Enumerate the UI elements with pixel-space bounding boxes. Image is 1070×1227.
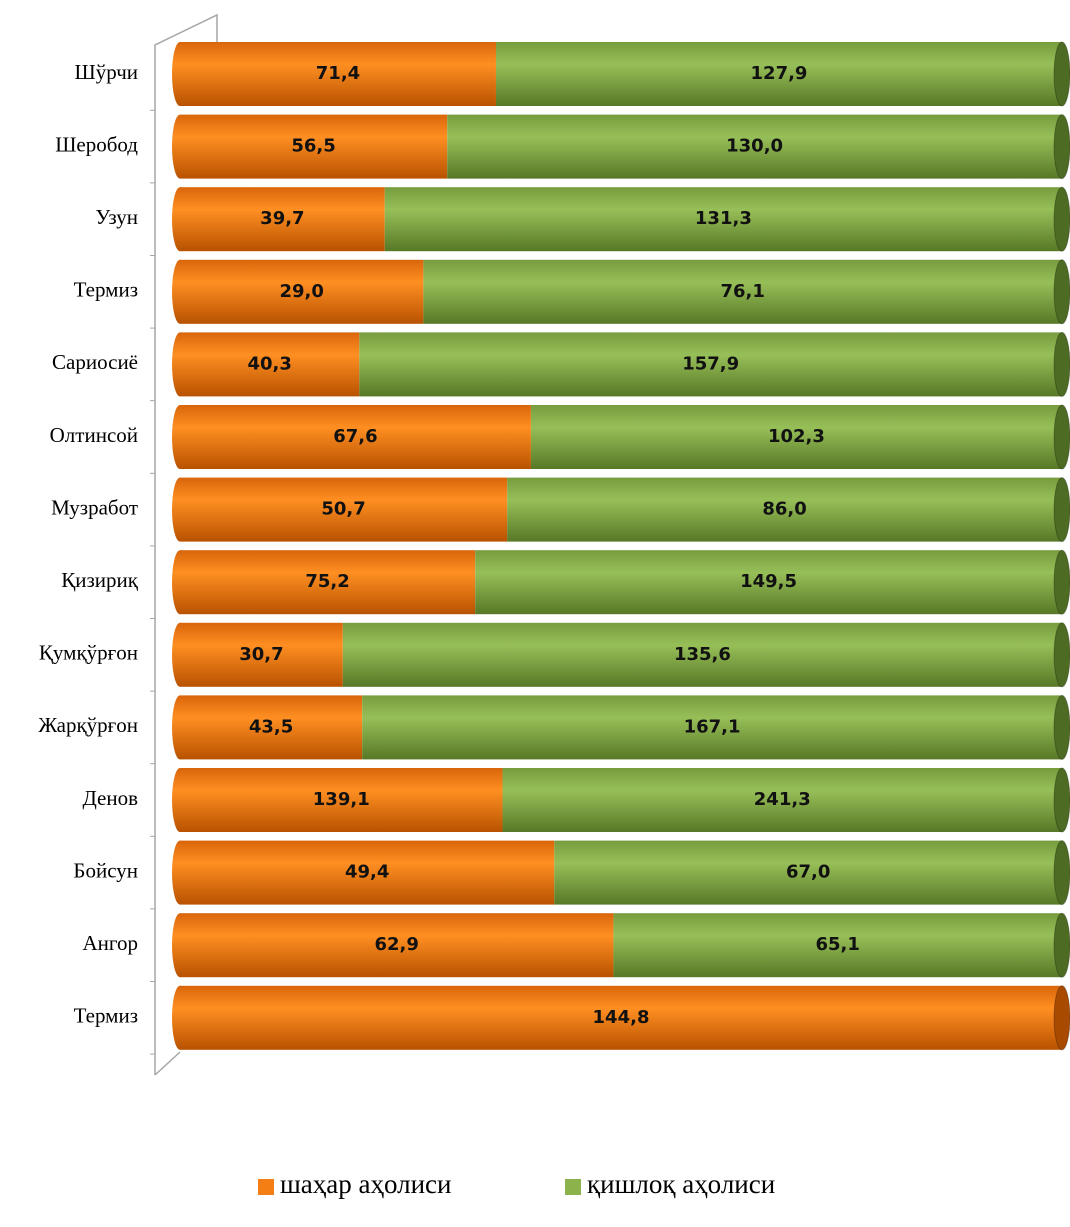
bar [180,187,385,252]
axis-frame [154,13,218,1076]
y-tick-label: Шўрчи [75,60,138,84]
y-tick-label: Термиз [74,278,138,302]
y-tick-label: Денов [82,786,138,810]
y-tick-label: Жарқўрғон [38,713,138,737]
bar [180,840,555,905]
bar [180,913,614,978]
y-tick-label: Узун [95,205,138,229]
bar-cap [1053,840,1070,906]
bar [530,405,1062,469]
bar [180,477,508,542]
data-label: 139,1 [313,789,370,810]
bar-cap [1053,114,1070,180]
y-tick-label: Бойсун [73,858,138,882]
bar [180,622,343,687]
bar [180,550,476,615]
data-label: 43,5 [249,716,293,737]
data-label: 62,9 [374,934,418,955]
y-tick-label: Қумқўрғон [39,641,138,665]
bar-cap [1053,41,1070,107]
bar [180,768,503,832]
bar [423,259,1062,324]
y-tick-label: Олтинсой [50,423,138,447]
data-label: 149,5 [740,571,797,592]
data-label: 40,3 [247,353,291,374]
data-label: 157,9 [682,353,739,374]
bar [384,187,1062,252]
bar-cap [1053,985,1070,1051]
data-label: 56,5 [291,136,335,157]
data-label: 131,3 [695,208,752,229]
bar [359,332,1062,397]
bar-cap [1053,477,1070,543]
axis-line [154,13,218,1075]
legend: шаҳар аҳолиси қишлоқ аҳолиси [258,1169,775,1199]
data-label: 50,7 [321,499,365,520]
bar-cap [1053,912,1070,978]
data-label: 67,6 [333,426,377,447]
data-label: 39,7 [260,208,304,229]
data-label: 241,3 [754,789,811,810]
y-tick-label: Ангор [83,931,139,955]
bar [507,477,1062,542]
data-label: 130,0 [726,136,783,157]
axis-line [154,1051,181,1076]
bar-cap [1053,404,1070,470]
y-tick-label: Сариосиё [52,350,138,374]
bar-cap [1053,259,1070,325]
bar [502,768,1062,832]
bar [180,114,448,179]
bar-cap [1053,549,1070,615]
y-tick-label: Қизириқ [61,568,139,592]
y-tick-label: Музработ [51,495,138,519]
data-label: 71,4 [316,63,360,84]
bar [180,42,496,106]
bar [180,259,424,324]
bar [554,840,1062,905]
data-label: 29,0 [279,281,323,302]
bar [180,405,531,469]
data-label: 67,0 [786,862,830,883]
data-label: 167,1 [684,716,741,737]
bar-cap [1053,331,1070,397]
data-label: 86,0 [762,499,806,520]
data-label: 65,1 [815,934,859,955]
legend-label: қишлоқ аҳолиси [587,1169,775,1199]
legend-swatch [565,1179,581,1195]
legend-swatch [258,1179,274,1195]
bar [475,550,1062,615]
bar [180,985,1062,1050]
bar [613,913,1062,978]
data-label: 76,1 [720,281,764,302]
bar-cap [1053,694,1070,760]
data-label: 127,9 [751,63,808,84]
data-label: 49,4 [345,862,389,883]
data-label: 75,2 [305,571,349,592]
data-label: 102,3 [768,426,825,447]
bar [362,695,1063,760]
bar-cap [1053,622,1070,688]
data-label: 144,8 [593,1007,650,1028]
data-label: 30,7 [239,644,283,665]
y-tick-label: Шеробод [55,132,138,156]
bar [495,42,1062,106]
bar-cap [1053,186,1070,252]
y-tick-label: Термиз [74,1004,138,1028]
bar [447,114,1063,179]
data-label: 135,6 [674,644,731,665]
bar [180,332,360,397]
bar [342,622,1062,687]
bar [180,695,363,760]
legend-label: шаҳар аҳолиси [280,1169,452,1199]
bar-cap [1053,767,1070,833]
